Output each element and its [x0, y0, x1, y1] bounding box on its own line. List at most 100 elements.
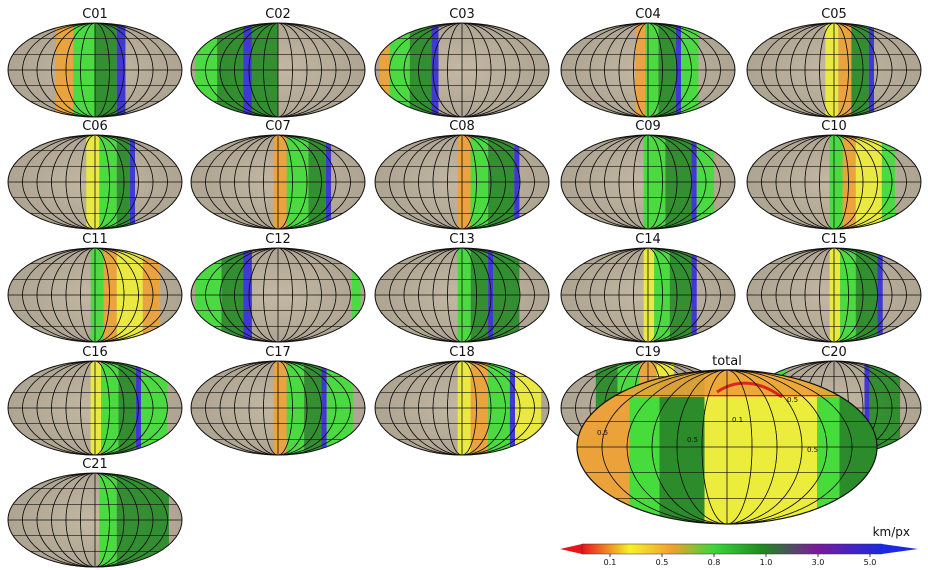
- total-contour-label: 0.5: [807, 446, 818, 454]
- colorbar-unit: km/px: [873, 525, 910, 539]
- graticule: [375, 23, 549, 117]
- graticule: [191, 361, 365, 455]
- panel-c12: C12: [190, 232, 366, 343]
- graticule: [191, 23, 365, 117]
- globe-outline: [746, 247, 922, 343]
- graticule: [747, 135, 921, 229]
- panel-title: C07: [265, 119, 291, 134]
- panel-title: C04: [635, 7, 661, 22]
- panel-title: C10: [821, 119, 847, 134]
- panel-title: C02: [265, 7, 291, 22]
- total-graticule: [577, 370, 877, 524]
- total-contour-label: 0.5: [687, 436, 698, 444]
- colorbar-tick-label: 0.8: [708, 558, 721, 567]
- graticule: [375, 248, 549, 342]
- panel-title: C05: [821, 7, 847, 22]
- graticule: [375, 361, 549, 455]
- colorbar-max-arrow: [882, 544, 918, 554]
- panel-c07: C07: [190, 119, 366, 230]
- colorbar-tick-label: 0.5: [656, 558, 669, 567]
- globe-outline: [7, 22, 183, 118]
- globe-outline: [374, 134, 550, 230]
- panel-title: C01: [82, 7, 108, 22]
- graticule: [747, 248, 921, 342]
- total-globe-outline: [576, 369, 878, 525]
- graticule: [561, 248, 735, 342]
- globe-outline: [7, 247, 183, 343]
- graticule: [8, 135, 182, 229]
- graticule: [8, 361, 182, 455]
- panel-c21: C21: [7, 457, 183, 568]
- panel-c01: C01: [7, 7, 183, 118]
- globe-outline: [190, 134, 366, 230]
- panel-c04: C04: [560, 7, 736, 118]
- globe-outline: [7, 472, 183, 568]
- panel-title: C08: [449, 119, 475, 134]
- colorbar-bar: [581, 543, 883, 555]
- panel-title: C18: [449, 345, 475, 360]
- panel-c02: C02: [190, 7, 366, 118]
- panel-title: C11: [82, 232, 108, 247]
- globe-outline: [746, 22, 922, 118]
- globe-outline: [374, 360, 550, 456]
- globe-outline: [374, 22, 550, 118]
- panel-c16: C16: [7, 345, 183, 456]
- graticule: [191, 135, 365, 229]
- panel-title: C19: [635, 345, 661, 360]
- panel-title: C09: [635, 119, 661, 134]
- globe-outline: [560, 247, 736, 343]
- total-contour-label: 0.5: [787, 396, 798, 404]
- colorbar-tick-label: 1.0: [760, 558, 773, 567]
- panel-title: C17: [265, 345, 291, 360]
- panel-c09: C09: [560, 119, 736, 230]
- graticule: [191, 248, 365, 342]
- globe-outline: [190, 360, 366, 456]
- total-red-band: [716, 381, 783, 399]
- panel-c13: C13: [374, 232, 550, 343]
- panel-c06: C06: [7, 119, 183, 230]
- globe-outline: [7, 134, 183, 230]
- panels-layer: C01 C02 C03 C04 C05 C06 C07 C08 C09 C10 C11 C12 C13 C…: [7, 7, 922, 568]
- globe-outline: [190, 22, 366, 118]
- panel-c14: C14: [560, 232, 736, 343]
- graticule: [561, 23, 735, 117]
- panel-title: C14: [635, 232, 661, 247]
- globe-outline: [560, 22, 736, 118]
- panel-c11: C11: [7, 232, 183, 343]
- total-map-panel: total 0.5 0.5 0.1 0.5 0.5: [576, 354, 878, 525]
- panel-c10: C10: [746, 119, 922, 230]
- total-contour-label: 0.1: [732, 416, 743, 424]
- panel-title: C16: [82, 345, 108, 360]
- colorbar-tick-label: 0.1: [604, 558, 617, 567]
- panel-c18: C18: [374, 345, 550, 456]
- globe-outline: [190, 247, 366, 343]
- graticule: [8, 23, 182, 117]
- panel-title: C20: [821, 345, 847, 360]
- graticule: [561, 135, 735, 229]
- panel-c03: C03: [374, 7, 550, 118]
- colorbar-min-arrow: [560, 544, 582, 554]
- panel-title: C03: [449, 7, 475, 22]
- graticule: [8, 248, 182, 342]
- total-contour-label: 0.5: [597, 429, 608, 437]
- colorbar-tick-label: 5.0: [864, 558, 877, 567]
- colorbar: km/px 0.1 0.5 0.8 1.0 3.0 5.0: [560, 525, 918, 567]
- panel-title: C21: [82, 457, 108, 472]
- globe-outline: [746, 134, 922, 230]
- panel-title: C13: [449, 232, 475, 247]
- globe-outline: [560, 134, 736, 230]
- graticule: [747, 23, 921, 117]
- panel-c05: C05: [746, 7, 922, 118]
- panel-c08: C08: [374, 119, 550, 230]
- panel-title: C12: [265, 232, 291, 247]
- globe-outline: [7, 360, 183, 456]
- colorbar-tick-label: 3.0: [812, 558, 825, 567]
- graticule: [8, 473, 182, 567]
- panel-title: C06: [82, 119, 108, 134]
- graticule: [375, 135, 549, 229]
- panel-c15: C15: [746, 232, 922, 343]
- panel-c17: C17: [190, 345, 366, 456]
- panel-title: C15: [821, 232, 847, 247]
- total-title: total: [712, 354, 742, 369]
